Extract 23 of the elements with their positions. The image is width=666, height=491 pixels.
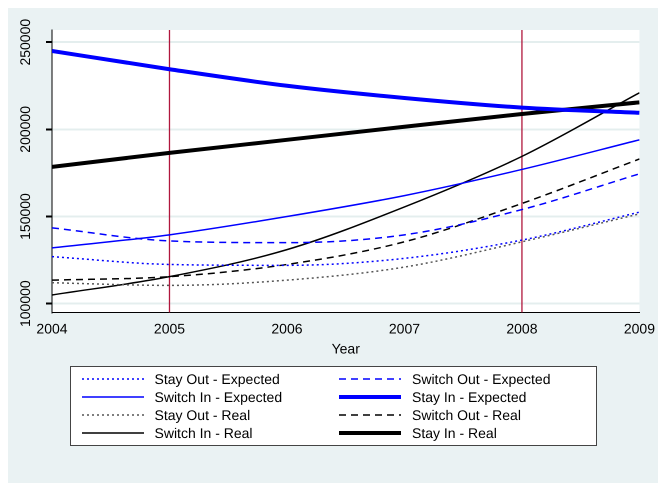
y-tick-label: 200000 [16,106,33,153]
x-tick-label: 2009 [624,320,656,337]
line-series [52,139,640,249]
legend-label: Stay In - Expected [412,389,526,405]
legend-label: Switch Out - Real [412,407,521,423]
y-tick-label: 150000 [16,192,33,240]
x-tick-label: 2008 [506,320,538,337]
x-tick-label: 2007 [388,320,420,337]
legend-label: Stay In - Real [412,425,497,441]
legend-label: Stay Out - Expected [154,371,280,387]
legend-label: Stay Out - Real [154,407,250,423]
x-axis-title: Year [332,340,360,356]
y-tick-label: 100000 [16,280,33,328]
legend-label: Switch Out - Expected [412,371,551,387]
y-tick-label: 250000 [16,18,33,66]
line-series [52,48,640,115]
legend-label: Switch In - Real [154,425,253,441]
x-tick-label: 2005 [154,320,186,337]
line-series [52,213,640,286]
x-tick-label: 2006 [271,320,303,337]
x-tick-label: 2004 [36,320,68,337]
line-series [52,211,640,266]
legend-label: Switch In - Expected [154,389,282,405]
